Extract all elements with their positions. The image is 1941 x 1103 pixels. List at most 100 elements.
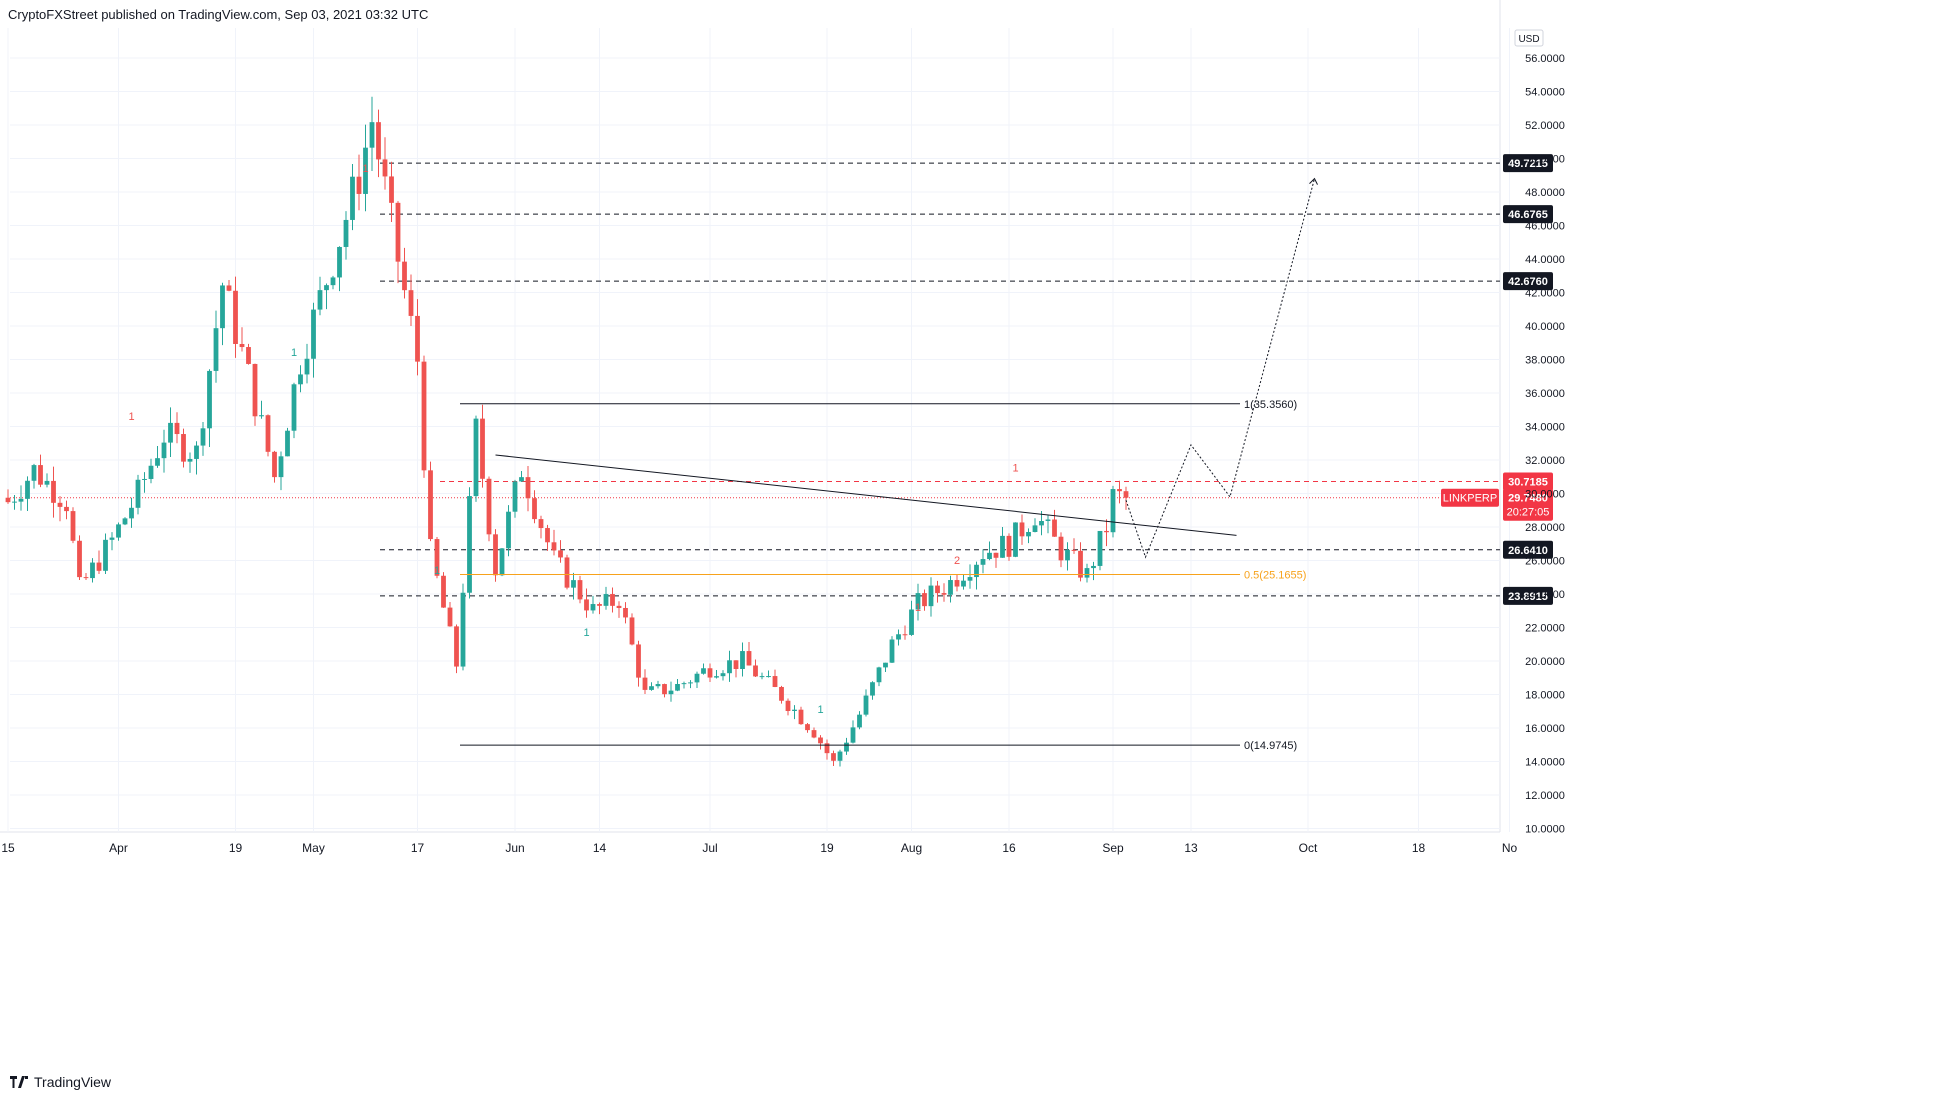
level-label-bg: [1503, 540, 1553, 559]
currency-box: [1514, 29, 1544, 47]
candle-body: [519, 477, 524, 482]
candle-body: [109, 537, 115, 540]
candle-body: [954, 580, 960, 587]
candle-body: [740, 651, 745, 670]
candle-body: [291, 384, 297, 431]
candle-body: [265, 415, 271, 452]
candle-body: [746, 651, 752, 666]
candle-body: [798, 709, 804, 725]
candle-body: [278, 456, 284, 478]
candle-body: [122, 518, 128, 525]
sequence-marker: 1: [434, 565, 440, 577]
candle-body: [636, 644, 641, 678]
candle-body: [551, 542, 557, 551]
candle-body: [389, 176, 394, 203]
publisher-header: CryptoFXStreet published on TradingView.…: [8, 7, 429, 22]
candle-body: [883, 662, 888, 668]
candle-body: [753, 665, 758, 677]
candle-body: [324, 285, 329, 291]
level-label: 49.7215: [1508, 158, 1548, 170]
candle-body: [480, 418, 485, 479]
candle-body: [25, 480, 30, 499]
x-tick-label: 17: [411, 841, 425, 855]
candle-body: [1097, 530, 1103, 566]
chart-grid: [0, 0, 1510, 833]
candle-body: [1045, 519, 1051, 522]
candle-body: [805, 724, 810, 731]
candle-body: [967, 577, 973, 581]
candle-body: [779, 686, 784, 701]
candle-body: [64, 506, 69, 512]
fib-level-label: 1(35.3560): [1244, 399, 1297, 411]
candle-body: [857, 714, 862, 728]
candle-body: [1026, 531, 1031, 537]
candle-body: [304, 358, 310, 375]
candle-body: [1084, 568, 1090, 578]
x-tick-label: 19: [820, 841, 834, 855]
sequence-marker: 2: [954, 555, 960, 567]
candle-body: [584, 599, 589, 611]
candle-body: [961, 580, 966, 587]
candle-body: [792, 709, 797, 711]
x-tick-label: 19: [229, 841, 243, 855]
candle-body: [77, 540, 82, 578]
candle-body: [1091, 565, 1096, 569]
currency-label: USD: [1518, 34, 1539, 45]
candle-body: [486, 478, 492, 535]
projection-arrowhead: [1309, 177, 1318, 185]
candle-body: [525, 477, 531, 499]
y-tick-label: 22.0000: [1525, 623, 1565, 635]
candle-body: [70, 511, 76, 541]
level-label: 26.6410: [1508, 545, 1548, 557]
candle-body: [239, 343, 245, 348]
price-axis[interactable]: 56.0000 54.0000 52.0000 50.0000 48.0000 46.00…: [1514, 29, 1565, 836]
y-tick-label: 40.0000: [1525, 321, 1565, 333]
sequence-marker: 1: [817, 704, 823, 716]
candle-body: [948, 580, 953, 595]
last-price-value: 29.7480: [1508, 493, 1548, 505]
y-tick-label: 30.0000: [1525, 489, 1565, 501]
candle-body: [155, 458, 160, 466]
x-tick-label: 13: [1184, 841, 1198, 855]
candle-body: [577, 580, 583, 600]
y-tick-label: 54.0000: [1525, 87, 1565, 99]
candle-body: [538, 519, 544, 529]
candle-body: [1065, 549, 1070, 561]
y-tick-label: 52.0000: [1525, 120, 1565, 132]
y-tick-label: 26.0000: [1525, 556, 1565, 568]
candle-body: [376, 122, 381, 160]
candle-body: [356, 176, 362, 194]
candle-body: [337, 246, 342, 278]
level-label: 23.8915: [1508, 591, 1548, 603]
candle-body: [876, 667, 882, 683]
candle-body: [649, 686, 654, 690]
candle-body: [272, 451, 277, 478]
candle-body: [993, 552, 999, 558]
candle-body: [1058, 536, 1064, 561]
time-axis[interactable]: 15 Apr 19 May 17 Jun 14 Jul 19 Aug 16 Sep 13 Oct 18 No: [1, 841, 1517, 855]
candle-body: [428, 470, 433, 540]
tradingview-logo[interactable]: TradingView: [10, 1074, 111, 1090]
candle-body: [1000, 535, 1005, 558]
candle-body: [928, 585, 934, 607]
candle-body: [493, 534, 498, 576]
candle-body: [922, 593, 927, 607]
y-tick-label: 10.0000: [1525, 824, 1565, 836]
candle-body: [1071, 549, 1077, 551]
level-label: 42.6760: [1508, 276, 1548, 288]
y-tick-label: 24.0000: [1525, 589, 1565, 601]
candle-body: [12, 501, 17, 503]
candle-body: [330, 277, 336, 286]
candle-body: [681, 683, 687, 685]
candle-body: [298, 374, 303, 385]
candle-body: [148, 465, 154, 479]
x-tick-label: No: [1502, 841, 1518, 855]
candle-body: [226, 285, 232, 291]
candle-body: [766, 676, 771, 678]
candle-body: [662, 684, 667, 695]
candle-body: [207, 370, 212, 429]
symbol-tag-bg: [1441, 488, 1499, 507]
candle-body: [818, 737, 823, 744]
sequence-marker: 1: [915, 602, 921, 614]
